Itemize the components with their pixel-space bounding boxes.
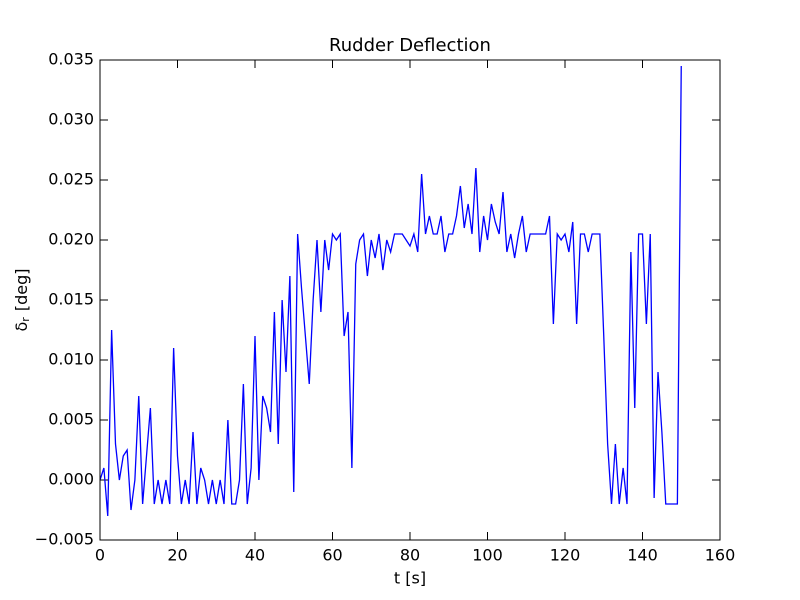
- x-tick-label: 140: [627, 546, 658, 565]
- x-tick-label: 100: [472, 546, 503, 565]
- y-tick-label: 0.000: [48, 470, 94, 489]
- y-tick-label: 0.005: [48, 410, 94, 429]
- y-axis-label: δr [deg]: [12, 269, 33, 332]
- y-tick-label: 0.030: [48, 110, 94, 129]
- x-tick-label: 160: [705, 546, 736, 565]
- x-tick-label: 20: [167, 546, 187, 565]
- x-tick-label: 0: [95, 546, 105, 565]
- x-tick-label: 80: [400, 546, 420, 565]
- x-tick-label: 40: [245, 546, 265, 565]
- plot-frame: [99, 59, 721, 541]
- y-tick-label: 0.015: [48, 290, 94, 309]
- y-label-unit: [deg]: [12, 269, 31, 312]
- y-tick-label: 0.035: [48, 50, 94, 69]
- y-tick-label: −0.005: [35, 530, 94, 549]
- data-line: [99, 65, 682, 517]
- x-axis-label: t [s]: [394, 569, 426, 588]
- y-label-subscript: r: [19, 317, 32, 322]
- x-tick-label: 120: [550, 546, 581, 565]
- y-tick-label: 0.025: [48, 170, 94, 189]
- x-tick-label: 60: [322, 546, 342, 565]
- y-tick-label: 0.010: [48, 350, 94, 369]
- chart-title: Rudder Deflection: [329, 35, 491, 56]
- y-label-symbol: δ: [12, 322, 31, 332]
- y-tick-label: 0.020: [48, 230, 94, 249]
